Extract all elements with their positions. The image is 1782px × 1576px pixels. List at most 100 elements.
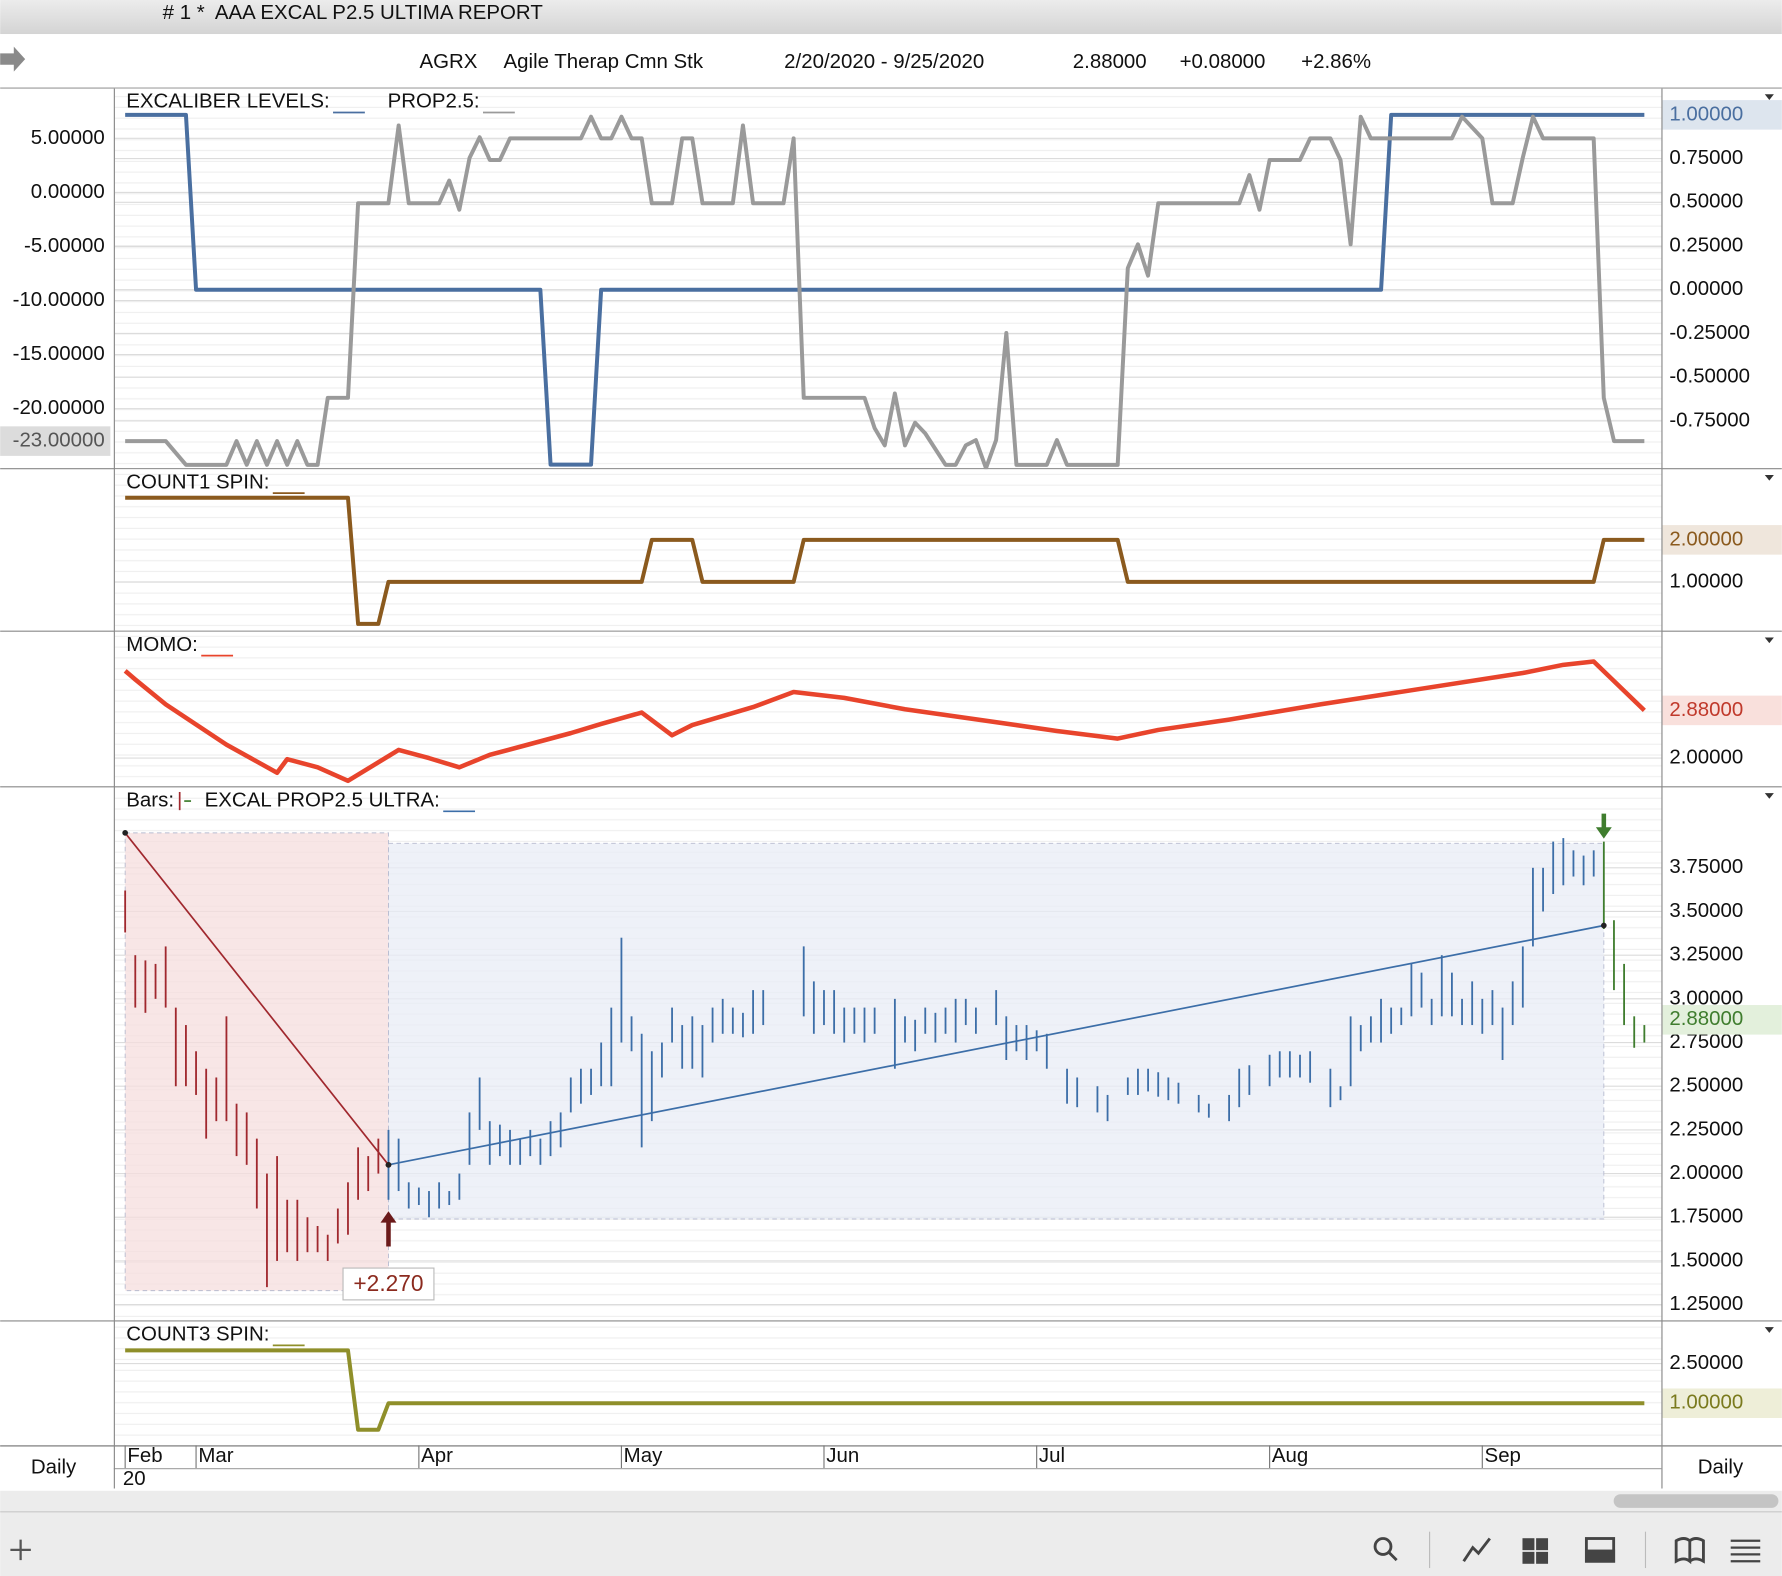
y-tick-label: 2.00000 bbox=[1669, 746, 1743, 769]
last-value-box bbox=[0, 426, 111, 456]
y-tick-label: -15.00000 bbox=[13, 342, 105, 365]
last-value-box bbox=[1662, 525, 1782, 555]
window-title: # 1 * AAA EXCAL P2.5 ULTIMA REPORT bbox=[163, 1, 544, 24]
x-tick-label: Sep bbox=[1485, 1444, 1521, 1467]
y-tick-label: -10.00000 bbox=[13, 288, 105, 311]
trend-line bbox=[388, 924, 1604, 1166]
chart-icon[interactable] bbox=[1462, 1537, 1491, 1563]
x-tick-label: Apr bbox=[421, 1444, 453, 1467]
signal-arrow bbox=[1595, 813, 1612, 839]
last-value-box bbox=[1662, 1005, 1782, 1035]
panel-background bbox=[114, 469, 1662, 631]
series-line bbox=[125, 1348, 1645, 1432]
y-tick-label: 1.75000 bbox=[1669, 1205, 1743, 1228]
trend-line bbox=[124, 832, 390, 1166]
date-range: 2/20/2020 - 9/25/2020 bbox=[784, 50, 984, 73]
y-tick-label: 3.25000 bbox=[1669, 943, 1743, 966]
annotation-label: +2.270 bbox=[353, 1270, 423, 1296]
y-tick-label: 0.00000 bbox=[31, 180, 105, 203]
panel-background bbox=[114, 631, 1662, 787]
last-value-label: 1.00000 bbox=[1669, 102, 1743, 125]
y-tick-label: 3.50000 bbox=[1669, 899, 1743, 922]
trend-point bbox=[1600, 922, 1607, 929]
last-value-box bbox=[1662, 1388, 1782, 1419]
y-tick-label: 5.00000 bbox=[31, 126, 105, 149]
layout-icon-fill bbox=[1584, 1549, 1616, 1563]
annotation-box bbox=[342, 1267, 435, 1301]
year-label: 20 bbox=[123, 1467, 146, 1490]
signal-arrow bbox=[380, 1211, 397, 1247]
x-tick-label: Jun bbox=[826, 1444, 859, 1467]
legend-label: MOMO: bbox=[126, 633, 198, 656]
add-button[interactable] bbox=[10, 1539, 31, 1561]
y-tick-label: 2.00000 bbox=[1669, 1161, 1743, 1184]
menu-icon[interactable] bbox=[1730, 1539, 1761, 1563]
periodicity-left[interactable]: Daily bbox=[31, 1455, 77, 1478]
grid-icon-b bbox=[1536, 1538, 1549, 1551]
y-tick-label: 2.25000 bbox=[1669, 1117, 1743, 1140]
toolbar-icons bbox=[1373, 1537, 1761, 1565]
series-line bbox=[123, 659, 1646, 784]
last-value-box bbox=[1662, 695, 1782, 726]
legend-label: EXCAL PROP2.5 ULTRA: bbox=[205, 788, 440, 811]
grid-icon-c bbox=[1522, 1551, 1535, 1564]
search-icon[interactable] bbox=[1373, 1537, 1393, 1556]
percent-change: +2.86% bbox=[1301, 50, 1371, 73]
panel-menu[interactable] bbox=[1764, 94, 1774, 100]
y-tick-label: 0.00000 bbox=[1669, 277, 1743, 300]
last-value-label: 2.88000 bbox=[1669, 1007, 1743, 1030]
last-value-label: 2.00000 bbox=[1669, 527, 1743, 550]
toolbar bbox=[0, 1490, 1782, 1576]
last-value-box bbox=[1662, 100, 1782, 130]
series-line bbox=[125, 495, 1645, 626]
last-value-label: -23.00000 bbox=[13, 429, 105, 452]
grid-icon-d bbox=[1536, 1551, 1549, 1564]
legend-label: Bars: bbox=[126, 788, 174, 811]
legend-label: COUNT1 SPIN: bbox=[126, 470, 269, 493]
x-tick-label: Aug bbox=[1272, 1444, 1308, 1467]
last-price: 2.88000 bbox=[1073, 50, 1147, 73]
book-icon[interactable] bbox=[1674, 1537, 1705, 1565]
zone bbox=[124, 832, 389, 1292]
periodicity-right[interactable]: Daily bbox=[1698, 1455, 1744, 1478]
y-tick-label: 2.50000 bbox=[1669, 1351, 1743, 1374]
security-name: Agile Therap Cmn Stk bbox=[504, 50, 704, 73]
trend-point bbox=[122, 830, 128, 836]
panel-menu[interactable] bbox=[1764, 793, 1774, 799]
panel-background bbox=[114, 88, 1662, 469]
zone bbox=[388, 842, 1605, 1220]
grid-icon[interactable] bbox=[1522, 1538, 1535, 1551]
y-tick-label: 3.75000 bbox=[1669, 855, 1743, 878]
y-tick-label: 0.50000 bbox=[1669, 190, 1743, 213]
y-tick-label: 1.50000 bbox=[1669, 1248, 1743, 1271]
y-tick-label: -0.50000 bbox=[1669, 365, 1750, 388]
legend-label: PROP2.5: bbox=[388, 90, 480, 113]
legend-label: EXCALIBER LEVELS: bbox=[126, 90, 329, 113]
panel-menu[interactable] bbox=[1764, 474, 1774, 481]
panel-background bbox=[114, 1321, 1662, 1446]
series-line bbox=[125, 112, 1645, 467]
nav-arrow[interactable] bbox=[0, 46, 26, 72]
y-tick-label: 1.25000 bbox=[1669, 1292, 1743, 1315]
y-tick-label: -5.00000 bbox=[24, 234, 105, 257]
header-bar bbox=[0, 34, 1782, 89]
x-tick-label: May bbox=[624, 1444, 663, 1467]
y-tick-label: 2.50000 bbox=[1669, 1074, 1743, 1097]
y-tick-label: 1.00000 bbox=[1669, 569, 1743, 592]
panels: 5.00000 0.00000 -5.00000 -10.00000 -15.00000… bbox=[0, 88, 1782, 1447]
net-change: +0.08000 bbox=[1180, 50, 1266, 73]
series-line bbox=[125, 114, 1645, 471]
title-bar bbox=[0, 0, 1782, 35]
x-tick-label: Mar bbox=[198, 1444, 233, 1467]
y-tick-label: 0.75000 bbox=[1669, 146, 1743, 169]
panel-menu[interactable] bbox=[1764, 637, 1774, 644]
trend-point bbox=[385, 1161, 392, 1168]
scrollbar[interactable] bbox=[1613, 1494, 1779, 1508]
y-tick-label: -0.25000 bbox=[1669, 321, 1750, 344]
symbol: AGRX bbox=[419, 50, 477, 73]
last-value-label: 2.88000 bbox=[1669, 698, 1743, 721]
x-tick-label: Jul bbox=[1039, 1444, 1065, 1467]
panel-menu[interactable] bbox=[1764, 1327, 1774, 1333]
